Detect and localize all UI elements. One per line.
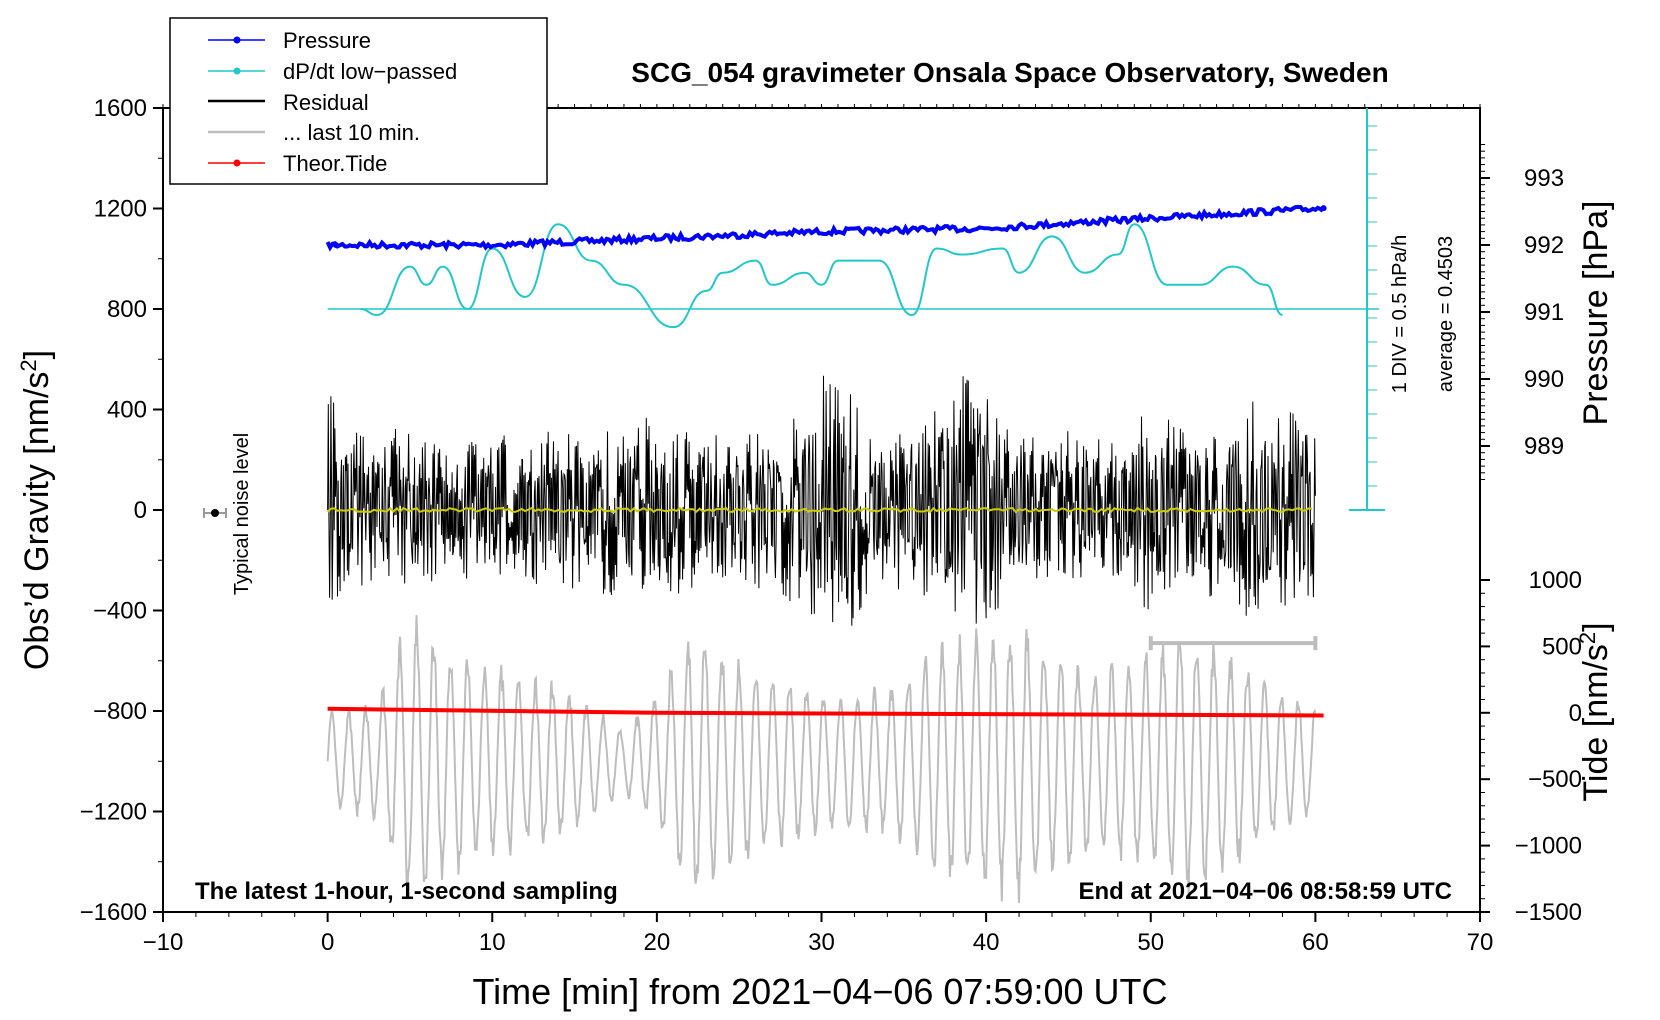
y-left-tick-label: −400 [93,598,147,625]
pressure-series [325,204,1327,252]
y-left-tick-label: 400 [107,397,147,424]
tide-tick-label: 0 [1569,700,1582,727]
tide-line [327,706,1324,718]
y-axis-tide-label-close: ] [1577,622,1615,631]
y-left-tick-label: 0 [134,497,147,524]
pressure-point-start [332,242,339,248]
y-axis-tide-label-sup: 2 [1575,632,1600,644]
legend: Pressure dP/dt low−passed Residual ... l… [169,17,548,185]
residual-smooth-line [326,506,1313,514]
y-axis-left-label: Obs’d Gravity [nm/s2] [16,350,56,670]
chart-title: SCG_054 gravimeter Onsala Space Observat… [631,57,1388,88]
x-tick-label: 40 [973,929,1000,956]
y-left-tick-label: 1600 [94,95,147,122]
last10-bracket [1148,636,1318,651]
residual-smooth-series [326,506,1313,514]
legend-item-dpdt: dP/dt low−passed [208,59,457,84]
pressure-tick-label: 991 [1524,299,1564,326]
legend-item-residual: Residual [208,90,369,115]
pressure-tick-label: 989 [1524,433,1564,460]
y-axis-left-label-main: Obs’d Gravity [nm/s [18,372,56,671]
legend-marker-tide [233,159,241,167]
legend-marker-dpdt [233,67,241,75]
legend-label-tide: Theor.Tide [283,151,387,176]
x-tick-label: −10 [143,929,184,956]
legend-label-dpdt: dP/dt low−passed [283,59,457,84]
residual-line [327,375,1316,626]
y-left-tick-label: −1600 [80,899,147,926]
legend-item-last10: ... last 10 min. [208,120,420,145]
noise-dot [211,509,219,517]
y-axis-tide-label: Tide [nm/s2] [1575,622,1615,801]
legend-item-pressure: Pressure [208,28,371,53]
legend-marker-pressure [233,36,241,44]
noise-annotation: Typical noise level [231,433,253,595]
tide-tick-label: 500 [1542,633,1582,660]
noise-marker [203,508,227,518]
dpdt-scale [327,108,1385,511]
tide-tick-label: −1000 [1515,833,1582,860]
y-axis-tide: 1000 500 0 −500 −1000 −1500 [1480,567,1582,926]
y-axis-tide-label-main: Tide [nm/s [1577,644,1615,801]
bottom-right-annotation: End at 2021−04−06 08:58:59 UTC [1078,878,1452,905]
pressure-tick-label: 990 [1524,366,1564,393]
y-left-tick-label: −1200 [80,799,147,826]
x-tick-label: 20 [644,929,671,956]
legend-label-residual: Residual [283,90,369,115]
average-annotation: average = 0.4503 [1435,236,1457,392]
x-tick-label: 60 [1302,929,1329,956]
div-annotation: 1 DIV = 0.5 hPa/h [1389,235,1411,393]
y-axis-left-label-close: ] [18,350,56,359]
y-left-tick-label: −800 [93,698,147,725]
x-tick-label: 0 [321,929,334,956]
legend-label-last10: ... last 10 min. [283,120,420,145]
residual-series [327,375,1316,626]
y-left-tick-label: 1200 [94,196,147,223]
x-tick-label: 10 [479,929,506,956]
legend-label-pressure: Pressure [283,28,371,53]
y-axis-pressure: 993 992 991 990 989 [1480,144,1564,480]
y-axis-left-label-sup: 2 [16,359,41,371]
x-axis-label: Time [min] from 2021−04−06 07:59:00 UTC [472,971,1167,1012]
bottom-left-annotation: The latest 1-hour, 1-second sampling [195,878,618,905]
tide-tick-label: −500 [1528,766,1582,793]
legend-item-tide: Theor.Tide [208,151,387,176]
pressure-point-end [1320,205,1327,212]
pressure-tick-label: 993 [1524,165,1564,192]
x-tick-label: 50 [1137,929,1164,956]
pressure-line [325,204,1325,252]
y-axis-pressure-label: Pressure [hPa] [1577,201,1615,426]
x-tick-label: 70 [1467,929,1494,956]
y-axis-left: 1600 1200 800 400 0 −400 −800 −1200 −1600 [80,95,163,926]
tide-tick-label: −1500 [1515,899,1582,926]
pressure-tick-label: 992 [1524,232,1564,259]
dpdt-series [360,223,1283,329]
tide-tick-label: 1000 [1529,567,1582,594]
y-left-tick-label: 800 [107,296,147,323]
tide-series [327,706,1324,718]
dpdt-line [360,223,1283,329]
x-tick-label: 30 [808,929,835,956]
